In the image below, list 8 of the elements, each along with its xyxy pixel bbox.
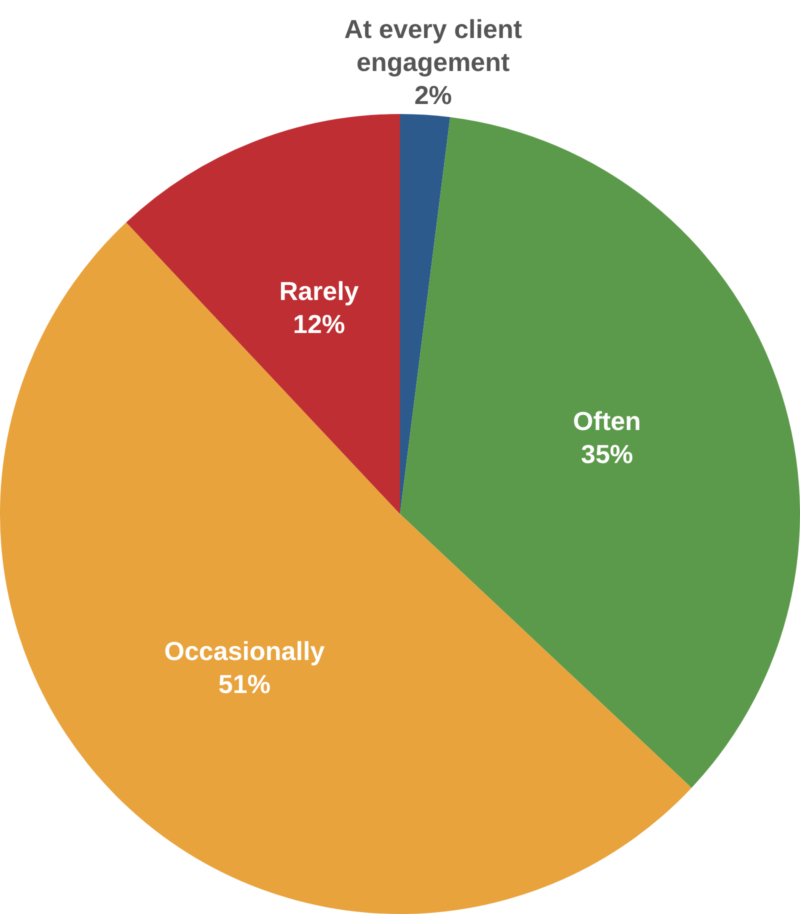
data-label: 2%	[414, 80, 452, 110]
slice-label: Rarely	[279, 276, 360, 306]
slice-label: Often	[573, 406, 641, 436]
data-label: 51%	[218, 669, 270, 700]
slice-label: At every client engagement	[344, 14, 522, 77]
data-label: 35%	[580, 439, 634, 470]
data-label: 12%	[292, 309, 346, 340]
slice-label: Occasionally	[164, 636, 326, 666]
